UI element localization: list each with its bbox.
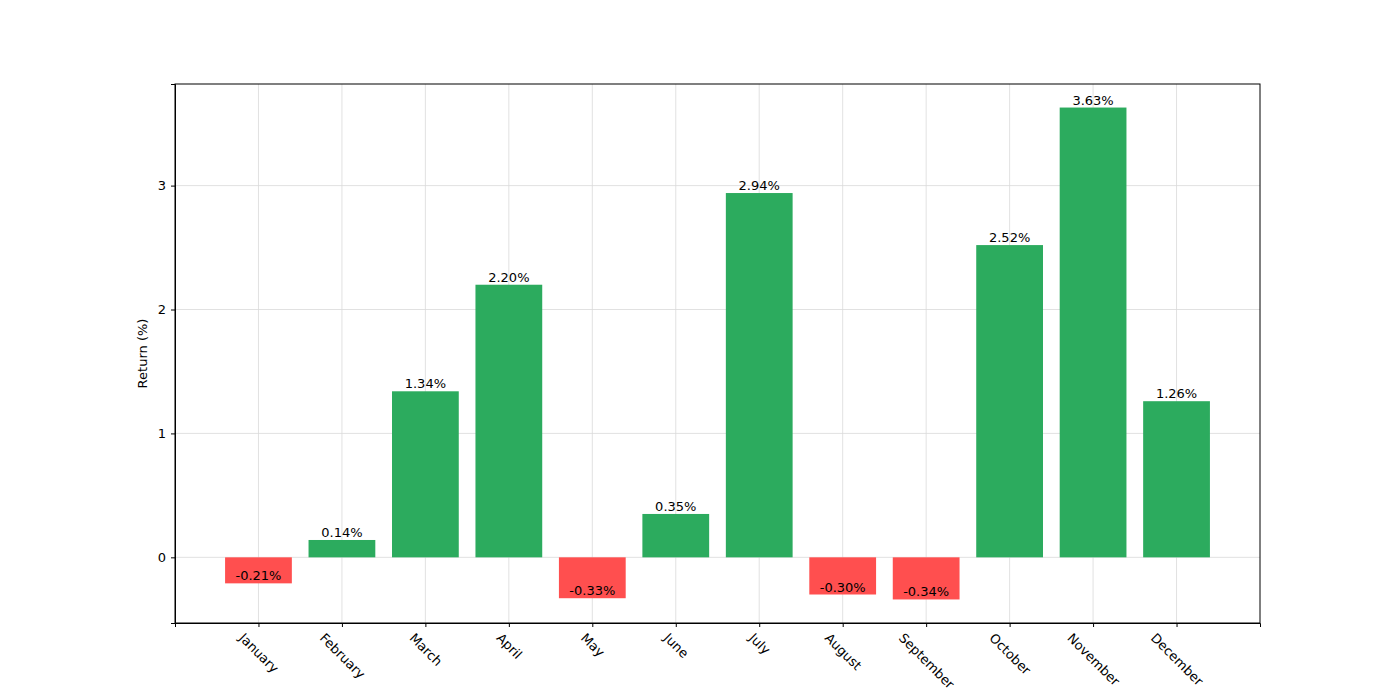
- tick-mark: [425, 623, 426, 627]
- tick: May: [578, 623, 608, 660]
- tick: 1: [158, 426, 175, 441]
- tick-mark: [843, 623, 844, 627]
- bar: [309, 540, 376, 557]
- tick-mark: [676, 623, 677, 627]
- tick: June: [660, 623, 691, 661]
- grid-line: [842, 84, 843, 623]
- tick-mark: [342, 623, 343, 627]
- tick-label: May: [578, 630, 608, 660]
- data-label: 2.94%: [739, 178, 780, 193]
- axis-title: Return (%): [135, 319, 150, 389]
- bar: [976, 245, 1043, 557]
- x-axis: January February March April May June July Augu…: [176, 623, 1261, 692]
- tick-label: March: [407, 630, 446, 669]
- tick-mark: [592, 623, 593, 627]
- data-label: 2.20%: [488, 270, 529, 285]
- tick: September: [896, 623, 958, 692]
- tick: 0: [158, 550, 175, 565]
- tick-mark: [1177, 623, 1178, 627]
- bar: [392, 391, 459, 557]
- tick-label: September: [896, 630, 958, 692]
- data-label: -0.34%: [903, 584, 949, 599]
- axis-line: [171, 85, 176, 624]
- tick: November: [1064, 623, 1123, 689]
- data-label: 0.14%: [321, 525, 362, 540]
- y-axis: 0 1 2 3: [158, 85, 176, 624]
- bar: [1060, 108, 1127, 558]
- tick-label: April: [494, 630, 526, 662]
- tick-label: June: [660, 630, 691, 661]
- grid: [175, 84, 1260, 623]
- bars: [225, 108, 1210, 600]
- tick-label: November: [1064, 630, 1123, 689]
- tick-mark: [1010, 623, 1011, 627]
- tick-label: 3: [158, 178, 166, 193]
- tick-label: February: [317, 630, 369, 682]
- tick-label: October: [986, 630, 1034, 678]
- tick-mark: [171, 310, 175, 311]
- bar: [642, 514, 709, 557]
- bar: [559, 557, 626, 598]
- bar: [893, 557, 960, 599]
- tick: 3: [158, 178, 175, 193]
- data-label: 1.34%: [405, 376, 446, 391]
- tick-mark: [258, 623, 259, 627]
- grid-line: [258, 84, 259, 623]
- data-label: 2.52%: [989, 230, 1030, 245]
- bar: [475, 285, 542, 558]
- bar: [1143, 401, 1210, 557]
- tick-label: 1: [158, 426, 166, 441]
- tick-label: July: [745, 630, 773, 658]
- data-label: 1.26%: [1156, 386, 1197, 401]
- tick-mark: [759, 623, 760, 627]
- tick-label: 0: [158, 550, 166, 565]
- tick: December: [1148, 623, 1207, 689]
- tick-mark: [1093, 623, 1094, 627]
- tick-label: January: [236, 630, 282, 676]
- tick-label: December: [1148, 630, 1207, 689]
- data-label: -0.21%: [235, 568, 281, 583]
- bar: [225, 557, 292, 583]
- grid-line: [926, 84, 927, 623]
- data-label: -0.33%: [569, 583, 615, 598]
- tick: August: [822, 623, 865, 673]
- tick-mark: [171, 186, 175, 187]
- tick: July: [745, 623, 773, 658]
- tick-mark: [509, 623, 510, 627]
- data-label: 3.63%: [1072, 93, 1113, 108]
- tick-label: 2: [158, 302, 166, 317]
- tick: January: [236, 623, 282, 676]
- tick: 2: [158, 302, 175, 317]
- chart: 0 1 2 3 January February March April May June July…: [0, 0, 1400, 700]
- tick: February: [317, 623, 369, 682]
- tick-mark: [171, 433, 175, 434]
- bar: [726, 193, 793, 557]
- data-label: -0.30%: [820, 580, 866, 595]
- tick: March: [407, 623, 446, 669]
- axis-line: [176, 624, 1261, 628]
- tick-mark: [171, 557, 175, 558]
- data-labels: -0.21% 0.14% 1.34% 2.20% -0.33% 0.35% 2.94% -0.…: [235, 93, 1197, 600]
- tick-mark: [926, 623, 927, 627]
- bar: [809, 557, 876, 594]
- data-label: 0.35%: [655, 499, 696, 514]
- tick-label: August: [822, 630, 865, 673]
- tick: October: [986, 623, 1034, 678]
- plot-frame: [175, 84, 1260, 623]
- tick: April: [494, 623, 526, 662]
- grid-line: [592, 84, 593, 623]
